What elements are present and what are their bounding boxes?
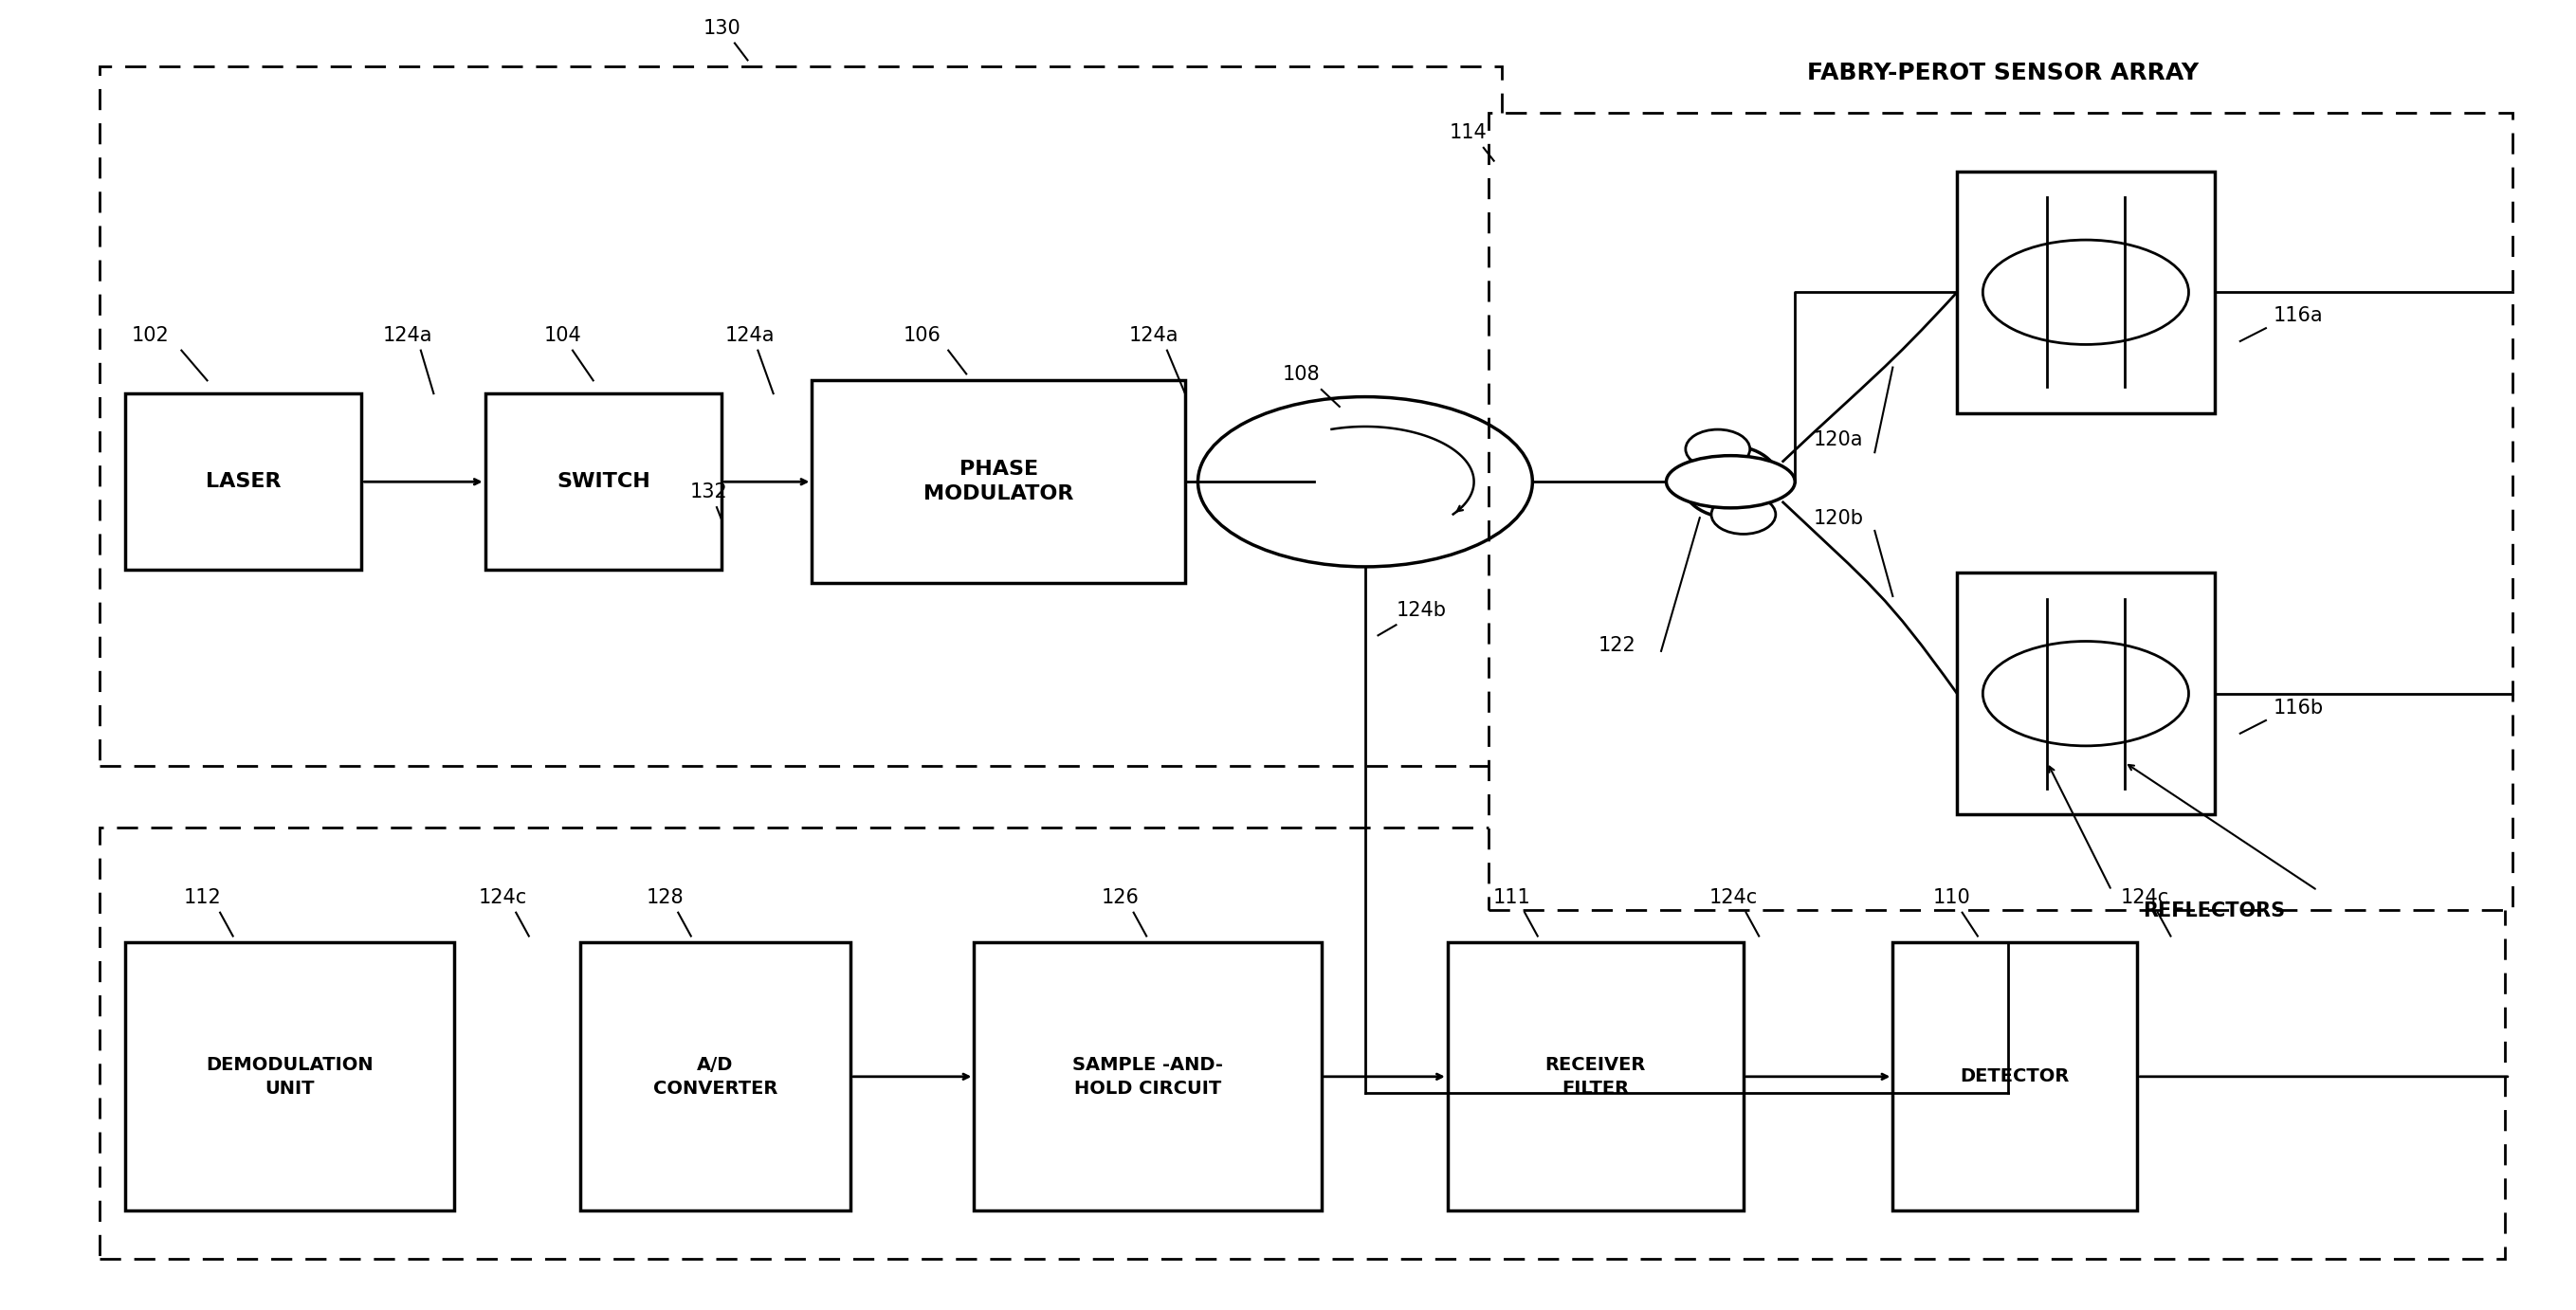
FancyBboxPatch shape: [98, 828, 2506, 1259]
FancyBboxPatch shape: [974, 943, 1321, 1210]
Text: 124a: 124a: [1128, 326, 1180, 345]
Text: 102: 102: [131, 326, 170, 345]
Text: PHASE
MODULATOR: PHASE MODULATOR: [922, 460, 1074, 504]
FancyBboxPatch shape: [1489, 113, 2514, 910]
FancyBboxPatch shape: [1893, 943, 2138, 1210]
FancyBboxPatch shape: [124, 393, 361, 570]
FancyBboxPatch shape: [124, 943, 453, 1210]
FancyBboxPatch shape: [1958, 172, 2215, 413]
Text: SWITCH: SWITCH: [556, 473, 649, 491]
Text: 112: 112: [183, 888, 222, 908]
Text: 124a: 124a: [384, 326, 433, 345]
Text: 104: 104: [544, 326, 582, 345]
FancyBboxPatch shape: [98, 67, 1502, 766]
Text: DEMODULATION
UNIT: DEMODULATION UNIT: [206, 1056, 374, 1098]
FancyBboxPatch shape: [1448, 943, 1744, 1210]
Text: 124c: 124c: [479, 888, 528, 908]
Text: 124b: 124b: [1396, 600, 1448, 620]
Text: FABRY-PEROT SENSOR ARRAY: FABRY-PEROT SENSOR ARRAY: [1808, 62, 2200, 85]
Text: SAMPLE -AND-
HOLD CIRCUIT: SAMPLE -AND- HOLD CIRCUIT: [1072, 1056, 1224, 1098]
Text: 132: 132: [690, 483, 729, 502]
Text: 106: 106: [904, 326, 940, 345]
Ellipse shape: [1667, 456, 1795, 508]
FancyBboxPatch shape: [580, 943, 850, 1210]
Text: 116a: 116a: [2275, 307, 2324, 325]
Text: 124c: 124c: [2120, 888, 2169, 908]
Text: 111: 111: [1494, 888, 1530, 908]
Text: 124a: 124a: [726, 326, 775, 345]
Text: REFLECTORS: REFLECTORS: [2143, 901, 2285, 920]
Ellipse shape: [1685, 430, 1749, 469]
Text: 130: 130: [703, 18, 742, 38]
FancyBboxPatch shape: [811, 380, 1185, 583]
Text: 114: 114: [1450, 123, 1486, 143]
Text: 124c: 124c: [1708, 888, 1757, 908]
Text: RECEIVER
FILTER: RECEIVER FILTER: [1546, 1056, 1646, 1098]
Text: A/D
CONVERTER: A/D CONVERTER: [654, 1056, 778, 1098]
Text: 122: 122: [1600, 635, 1636, 655]
Text: 116b: 116b: [2275, 698, 2324, 718]
FancyBboxPatch shape: [1958, 572, 2215, 815]
Text: LASER: LASER: [206, 473, 281, 491]
Text: 108: 108: [1283, 365, 1319, 384]
Ellipse shape: [1710, 495, 1775, 534]
Text: 126: 126: [1103, 888, 1139, 908]
Text: 120a: 120a: [1814, 431, 1862, 449]
FancyBboxPatch shape: [484, 393, 721, 570]
Text: 120b: 120b: [1814, 510, 1865, 528]
Text: DETECTOR: DETECTOR: [1960, 1068, 2069, 1086]
Text: 128: 128: [647, 888, 685, 908]
Text: 110: 110: [1932, 888, 1971, 908]
